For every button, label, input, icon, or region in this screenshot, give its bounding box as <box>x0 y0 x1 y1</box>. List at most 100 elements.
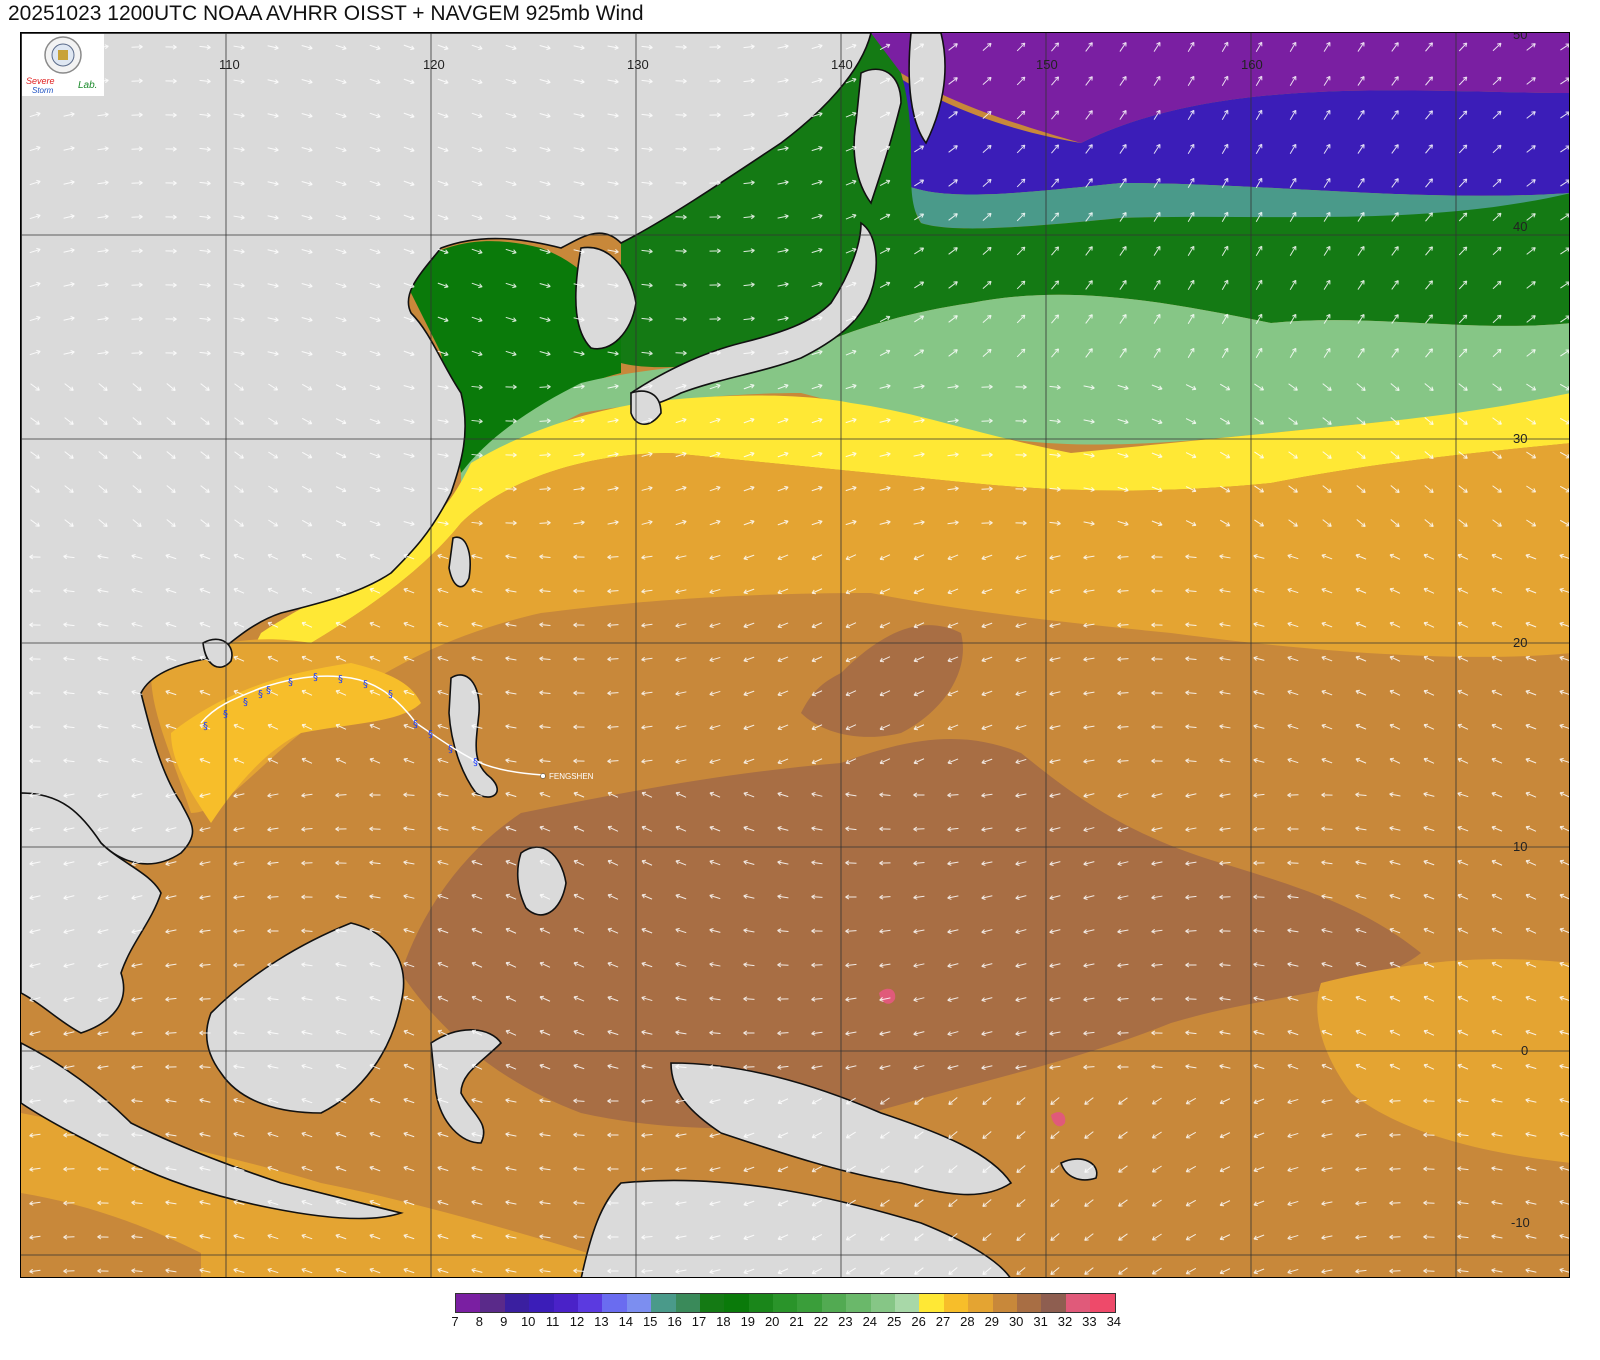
wind-arrow <box>1049 691 1061 696</box>
wind-arrow <box>1559 1233 1569 1239</box>
wind-arrow <box>403 757 415 764</box>
wind-arrow <box>1153 313 1161 324</box>
wind-arrow <box>573 1268 585 1274</box>
wind-arrow <box>1423 995 1435 1002</box>
wind-arrow <box>1187 75 1195 86</box>
wind-arrow <box>1321 1235 1333 1240</box>
wind-arrow <box>63 282 75 287</box>
wind-arrow <box>131 1234 143 1240</box>
wind-arrow <box>1049 520 1061 526</box>
sst-light-green <box>461 294 1569 493</box>
wind-arrow <box>1287 792 1299 798</box>
wind-arrow <box>1151 1097 1162 1105</box>
wind-arrow <box>233 248 245 254</box>
wind-arrow <box>1423 893 1435 900</box>
storm-position-icon: § <box>448 744 453 755</box>
wind-arrow <box>641 112 653 118</box>
wind-arrow <box>1255 143 1263 155</box>
wind-arrow <box>845 1030 857 1036</box>
wind-arrow <box>1289 143 1297 154</box>
sst-cold-purple <box>841 33 1569 143</box>
wind-arrow <box>811 179 823 186</box>
wind-arrow <box>437 961 449 968</box>
wind-arrow <box>811 43 823 50</box>
wind-arrow <box>914 1267 924 1275</box>
legend-swatch <box>1090 1294 1115 1312</box>
wind-arrow <box>199 894 211 900</box>
land-asia-mainland <box>21 33 872 865</box>
wind-arrow <box>335 826 347 832</box>
wind-arrow <box>1254 485 1265 493</box>
wind-arrow <box>1255 313 1263 325</box>
wind-arrow <box>1323 109 1331 120</box>
wind-arrow <box>914 247 925 255</box>
wind-arrow <box>1050 1131 1060 1139</box>
wind-arrow <box>369 248 381 255</box>
wind-arrow <box>539 486 551 492</box>
wind-arrow <box>1016 314 1026 324</box>
wind-arrow <box>1526 281 1536 289</box>
wind-arrow <box>1016 1267 1026 1276</box>
wind-arrow <box>131 996 143 1002</box>
wind-arrow <box>1525 791 1537 798</box>
wind-arrow <box>1525 893 1537 900</box>
wind-arrow <box>1118 1267 1128 1275</box>
wind-arrow <box>63 1132 75 1138</box>
wind-arrow <box>1391 144 1399 154</box>
wind-arrow <box>505 995 517 1002</box>
legend-label: 13 <box>594 1314 609 1329</box>
wind-arrow <box>1187 245 1195 256</box>
wind-arrow <box>1219 451 1231 459</box>
wind-arrow <box>1321 826 1333 832</box>
wind-arrow <box>607 588 619 594</box>
wind-arrow <box>573 249 585 254</box>
wind-arrow <box>131 689 143 695</box>
wind-arrow <box>97 282 109 288</box>
wind-arrow <box>1185 1233 1197 1241</box>
wind-arrow <box>1219 383 1231 391</box>
wind-arrow <box>539 180 551 187</box>
sst-south-china-sea-yellow <box>171 663 421 823</box>
wind-arrow <box>1458 348 1468 358</box>
wind-arrow <box>743 859 755 865</box>
wind-arrow <box>845 622 857 629</box>
wind-arrow <box>1321 792 1333 798</box>
wind-arrow <box>1559 417 1569 425</box>
lon-label: 120 <box>423 57 445 72</box>
wind-arrow <box>607 452 619 457</box>
wind-arrow <box>131 1030 143 1036</box>
wind-arrow <box>505 78 517 85</box>
wind-arrow <box>845 349 857 356</box>
storm-position-icon: § <box>203 721 208 732</box>
wind-arrow <box>1323 143 1331 154</box>
wind-arrow <box>1492 178 1502 188</box>
wind-arrow <box>573 690 585 696</box>
wind-arrow <box>1559 1097 1569 1103</box>
wind-arrow <box>777 1166 789 1173</box>
legend-label: 26 <box>911 1314 926 1329</box>
wind-arrow <box>1289 109 1297 120</box>
storm-track-line <box>200 675 544 776</box>
wind-arrow <box>335 621 347 628</box>
wind-arrow <box>641 248 653 254</box>
wind-arrow <box>29 111 41 118</box>
wind-arrow <box>403 112 415 119</box>
wind-arrow <box>1491 791 1503 798</box>
wind-arrow <box>573 452 585 458</box>
wind-arrow <box>607 282 619 288</box>
wind-arrow <box>267 1233 279 1240</box>
wind-arrow <box>63 792 75 798</box>
wind-arrow <box>233 146 245 152</box>
wind-arrow <box>1390 417 1400 426</box>
wind-arrow <box>1491 723 1503 730</box>
legend-label: 11 <box>545 1314 560 1329</box>
wind-arrow <box>913 758 925 765</box>
wind-arrow <box>199 1064 211 1070</box>
wind-arrow <box>1491 689 1503 696</box>
wind-arrow <box>573 418 585 424</box>
wind-arrow <box>743 1132 755 1139</box>
wind-arrow <box>811 485 823 492</box>
wind-arrow <box>369 1131 381 1138</box>
wind-arrow <box>301 249 313 255</box>
wind-arrow <box>471 418 483 424</box>
